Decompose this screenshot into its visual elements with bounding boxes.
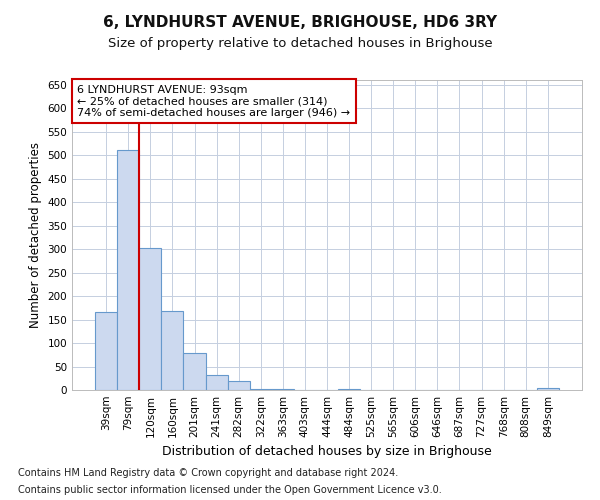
Bar bbox=[117, 150, 139, 390]
Bar bbox=[338, 389, 360, 390]
Bar bbox=[161, 310, 184, 390]
Bar bbox=[272, 389, 294, 390]
Text: Contains public sector information licensed under the Open Government Licence v3: Contains public sector information licen… bbox=[18, 485, 442, 495]
Text: Contains HM Land Registry data © Crown copyright and database right 2024.: Contains HM Land Registry data © Crown c… bbox=[18, 468, 398, 477]
X-axis label: Distribution of detached houses by size in Brighouse: Distribution of detached houses by size … bbox=[162, 446, 492, 458]
Bar bbox=[184, 354, 206, 390]
Bar bbox=[227, 380, 250, 390]
Y-axis label: Number of detached properties: Number of detached properties bbox=[29, 142, 42, 328]
Text: 6, LYNDHURST AVENUE, BRIGHOUSE, HD6 3RY: 6, LYNDHURST AVENUE, BRIGHOUSE, HD6 3RY bbox=[103, 15, 497, 30]
Text: 6 LYNDHURST AVENUE: 93sqm
← 25% of detached houses are smaller (314)
74% of semi: 6 LYNDHURST AVENUE: 93sqm ← 25% of detac… bbox=[77, 84, 350, 118]
Bar bbox=[95, 312, 117, 390]
Bar bbox=[139, 248, 161, 390]
Bar bbox=[250, 388, 272, 390]
Text: Size of property relative to detached houses in Brighouse: Size of property relative to detached ho… bbox=[107, 38, 493, 51]
Bar bbox=[206, 375, 227, 390]
Bar bbox=[537, 388, 559, 390]
